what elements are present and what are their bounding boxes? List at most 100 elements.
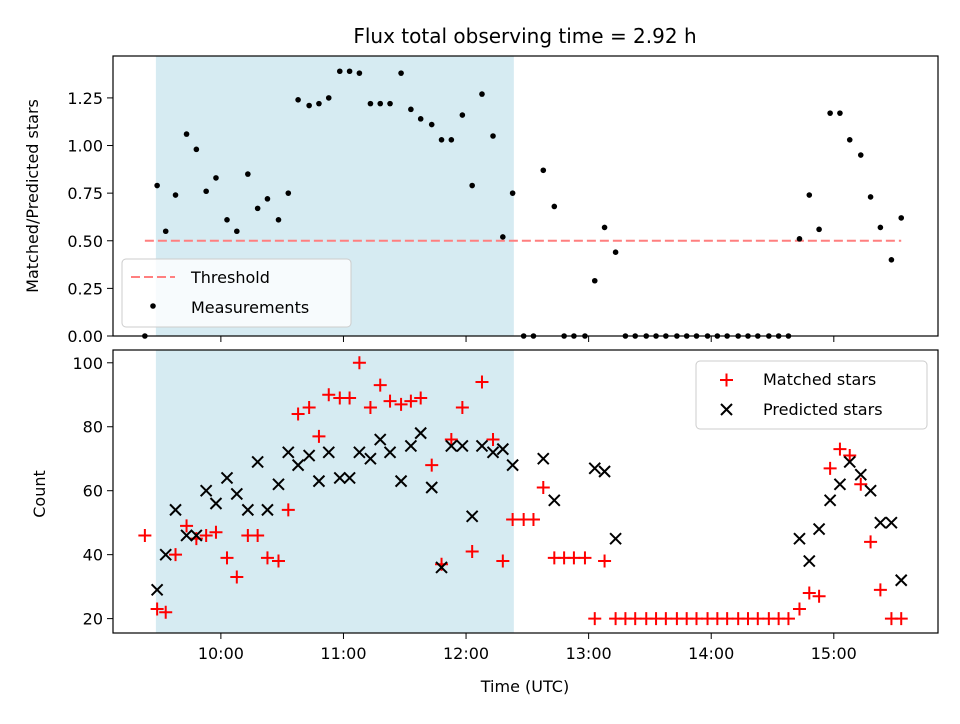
measurement-point [234,228,240,235]
matched-star-point [394,397,408,411]
predicted-star-point [230,487,244,501]
measurement-point [295,97,301,103]
matched-star-point [659,612,673,626]
matched-star-point [506,512,520,526]
predicted-star-point [169,503,182,517]
matched-star-point [302,401,316,415]
bottom-plot-frame [112,349,939,634]
matched-star-point [150,602,164,616]
predicted-stars-points [150,426,908,597]
measurement-point [336,68,343,75]
measurement-point [346,68,353,75]
predicted-star-point [425,481,438,494]
matched-star-point [383,394,397,408]
predicted-star-point [291,458,305,472]
predicted-star-point [475,439,489,453]
top-y-axis: 0.00 0.25 0.50 0.75 1.00 1.25 [67,89,113,346]
top-legend-box [121,258,352,328]
measurement-point [500,234,506,240]
measurement-point [275,217,282,223]
measurement-point [367,100,374,107]
matched-star-point [414,391,428,405]
predicted-star-point [843,455,856,469]
matched-star-point [486,433,500,447]
matched-star-point [138,528,152,542]
predicted-star-point [343,471,356,485]
predicted-star-point [609,532,622,545]
measurement-point [837,110,843,116]
predicted-star-point [150,583,164,597]
bottom-y-tick-label: 20 [83,610,103,629]
top-legend: Threshold Measurements [121,258,352,328]
predicted-star-point [885,516,898,529]
predicted-star-point [272,478,285,491]
x-tick-label: 10:00 [198,644,244,663]
bottom-legend-box [695,360,928,430]
x-tick-label: 13:00 [566,644,612,663]
legend-matched-label: Matched stars [763,370,876,389]
predicted-star-point [251,455,264,469]
matched-star-point [322,388,336,402]
predicted-star-point [823,494,837,507]
predicted-star-point [864,484,877,497]
predicted-star-point [537,452,550,465]
matched-star-point [496,554,510,568]
measurement-point [245,171,251,177]
predicted-star-point [465,510,479,523]
matched-star-point [894,612,908,626]
measurement-point [387,100,393,107]
predicted-star-point [588,462,601,475]
bottom-subplot: 20 40 60 80 100 10:00 11:00 12:00 13:00 14:00 15:… [30,349,939,696]
predicted-star-point [895,574,908,587]
bottom-y-tick-label: 40 [83,546,103,565]
measurement-point [183,131,190,137]
x-tick-label: 11:00 [320,644,366,663]
matched-star-point [251,528,265,542]
predicted-star-point [854,468,867,481]
top-y-tick-label: 0.00 [67,327,103,346]
measurement-point [796,236,803,242]
measurement-point [254,205,261,212]
measurement-point [898,215,905,221]
matched-star-point [199,528,213,542]
measurement-point [867,194,874,200]
matched-star-point [260,551,274,565]
measurement-point [213,175,219,181]
measurement-point [356,70,363,76]
measurement-point [612,249,619,255]
matched-star-point [854,477,868,491]
legend-predicted-label: Predicted stars [763,400,883,419]
matched-star-point [373,378,387,392]
matched-star-point [690,612,704,626]
measurement-point [540,167,547,174]
top-y-tick-label: 0.75 [67,184,103,203]
top-y-tick-label: 1.25 [67,89,103,108]
measurement-point [172,192,179,198]
predicted-star-point [159,548,172,561]
matched-star-point [812,589,826,603]
measurement-point [827,110,833,116]
bottom-legend: Matched stars Predicted stars [695,360,928,430]
measurement-point [306,102,312,109]
predicted-star-point [874,516,887,529]
top-plot-frame [112,55,939,337]
predicted-star-point [404,439,418,453]
measurement-point [806,192,813,198]
predicted-star-point [190,529,203,542]
predicted-star-point [812,522,826,536]
matched-star-point [843,449,857,463]
matched-star-point [536,481,550,495]
bottom-y-axis-label: Count [30,470,49,518]
matched-star-point [567,551,581,565]
measurement-point [316,100,322,107]
matched-star-point [180,519,194,533]
measurement-point [509,190,516,196]
matched-star-point [588,612,602,626]
x-tick-label: 12:00 [443,644,489,663]
measurement-point [591,277,598,284]
measurement-point [408,106,414,113]
measurement-point [398,70,404,76]
measurement-point [224,217,230,223]
predicted-star-point [220,471,234,485]
predicted-star-point [322,446,335,459]
